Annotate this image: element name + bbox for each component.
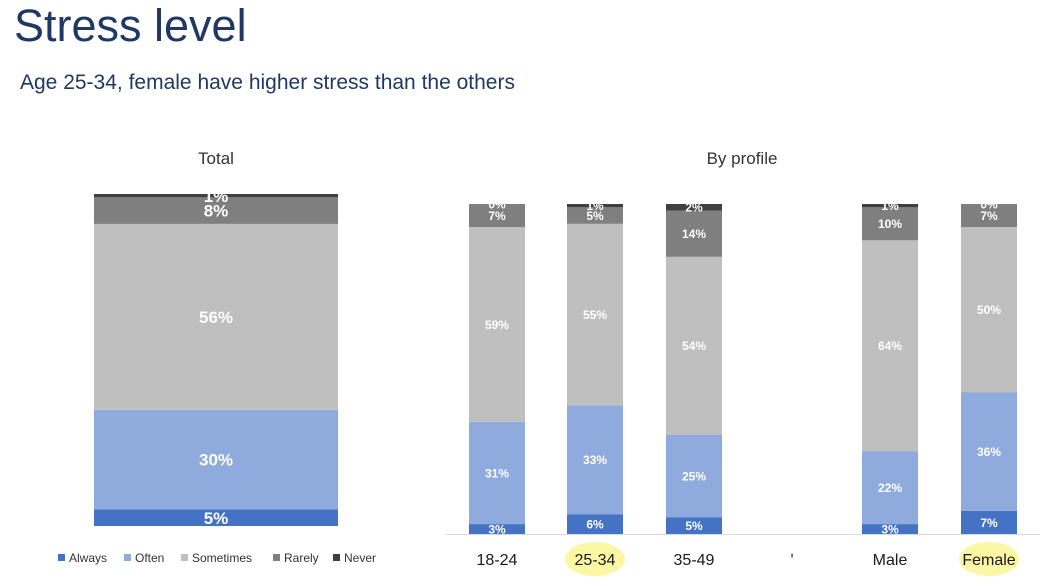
category-label: 25-34 <box>575 552 616 569</box>
profile-3549-label-sometimes: 54% <box>682 339 706 353</box>
profile-2534-label-never: 1% <box>586 199 604 213</box>
profile-3549-bar-always <box>666 517 722 534</box>
profile-1824-label-often: 31% <box>485 466 509 480</box>
page-subtitle: Age 25-34, female have higher stress tha… <box>20 71 515 94</box>
profile-Male-label-often: 22% <box>878 481 902 495</box>
legend-label-often: Often <box>135 551 164 565</box>
profile-Male-label-rarely: 10% <box>878 217 902 231</box>
profile-1824-label-rarely: 7% <box>488 209 506 223</box>
category-label: Female <box>962 552 1015 569</box>
category-label: ' <box>790 552 793 569</box>
profile-3549-label-never: 2% <box>685 201 703 215</box>
profile-2534-bar-never <box>567 204 623 208</box>
profile-3549-label-often: 25% <box>682 470 706 484</box>
profile-3549-label-rarely: 14% <box>682 227 706 241</box>
legend-swatch-never <box>333 554 340 561</box>
profile-Male-bar-often <box>862 451 918 525</box>
profile-1824-label-sometimes: 59% <box>485 318 509 332</box>
profile-2534-label-often: 33% <box>583 453 607 467</box>
legend-label-never: Never <box>344 551 376 565</box>
profile-Male-label-sometimes: 64% <box>878 339 902 353</box>
profile-2534-label-sometimes: 55% <box>583 308 607 322</box>
total-bar-always <box>94 509 338 526</box>
category-label: Male <box>873 552 908 569</box>
profile-Male-bar-sometimes <box>862 240 918 452</box>
legend-label-always: Always <box>69 551 107 565</box>
category-highlight <box>959 542 1019 576</box>
legend-swatch-always <box>58 554 65 561</box>
category-label: 35-49 <box>674 552 715 569</box>
profile-Female-label-sometimes: 50% <box>977 303 1001 317</box>
profile-2534-bar-rarely <box>567 207 623 224</box>
legend-label-rarely: Rarely <box>284 551 319 565</box>
profile-3549-label-always: 5% <box>685 519 703 533</box>
profile-3549-bar-often <box>666 435 722 518</box>
profile-3549-bar-sometimes <box>666 256 722 435</box>
profile-1824-label-never: 0% <box>488 197 506 211</box>
profile-chart-title: By profile <box>707 149 778 168</box>
profile-1824-label-always: 3% <box>488 522 506 536</box>
total-bar-sometimes <box>94 223 338 410</box>
total-label-always: 5% <box>204 509 229 528</box>
total-label-rarely: 8% <box>204 202 229 221</box>
total-label-never: 1% <box>204 187 229 206</box>
total-bar-rarely <box>94 197 338 224</box>
category-label: 18-24 <box>477 552 518 569</box>
profile-Male-label-always: 3% <box>881 522 899 536</box>
total-label-sometimes: 56% <box>199 308 233 327</box>
profile-Female-label-rarely: 7% <box>980 209 998 223</box>
profile-Male-bar-rarely <box>862 207 918 241</box>
profile-Female-bar-always <box>961 510 1017 534</box>
total-chart-title: Total <box>198 149 234 168</box>
profile-3549-bar-never <box>666 204 722 211</box>
profile-2534-label-rarely: 5% <box>586 209 604 223</box>
total-bar-never <box>94 194 338 198</box>
profile-2534-label-always: 6% <box>586 517 604 531</box>
profile-Male-bar-never <box>862 204 918 208</box>
profile-Female-bar-often <box>961 392 1017 511</box>
page-title: Stress level <box>14 0 247 51</box>
profile-Male-label-never: 1% <box>881 199 899 213</box>
legend-swatch-rarely <box>273 554 280 561</box>
profile-2534-bar-always <box>567 514 623 534</box>
legend-label-sometimes: Sometimes <box>192 551 252 565</box>
profile-2534-bar-often <box>567 405 623 515</box>
total-bar-often <box>94 409 338 510</box>
legend-swatch-often <box>124 554 131 561</box>
profile-Female-label-never: 0% <box>980 197 998 211</box>
profile-2534-bar-sometimes <box>567 223 623 406</box>
profile-Female-bar-sometimes <box>961 227 1017 393</box>
profile-3549-bar-rarely <box>666 210 722 257</box>
profile-1824-bar-rarely <box>469 204 525 228</box>
legend-swatch-sometimes <box>181 554 188 561</box>
total-label-often: 30% <box>199 451 233 470</box>
category-highlight <box>565 542 625 576</box>
profile-Female-label-often: 36% <box>977 445 1001 459</box>
profile-Male-bar-always <box>862 524 918 534</box>
profile-1824-bar-always <box>469 524 525 534</box>
profile-Female-label-always: 7% <box>980 516 998 530</box>
profile-1824-bar-often <box>469 421 525 525</box>
profile-Female-bar-rarely <box>961 204 1017 228</box>
profile-1824-bar-sometimes <box>469 227 525 422</box>
